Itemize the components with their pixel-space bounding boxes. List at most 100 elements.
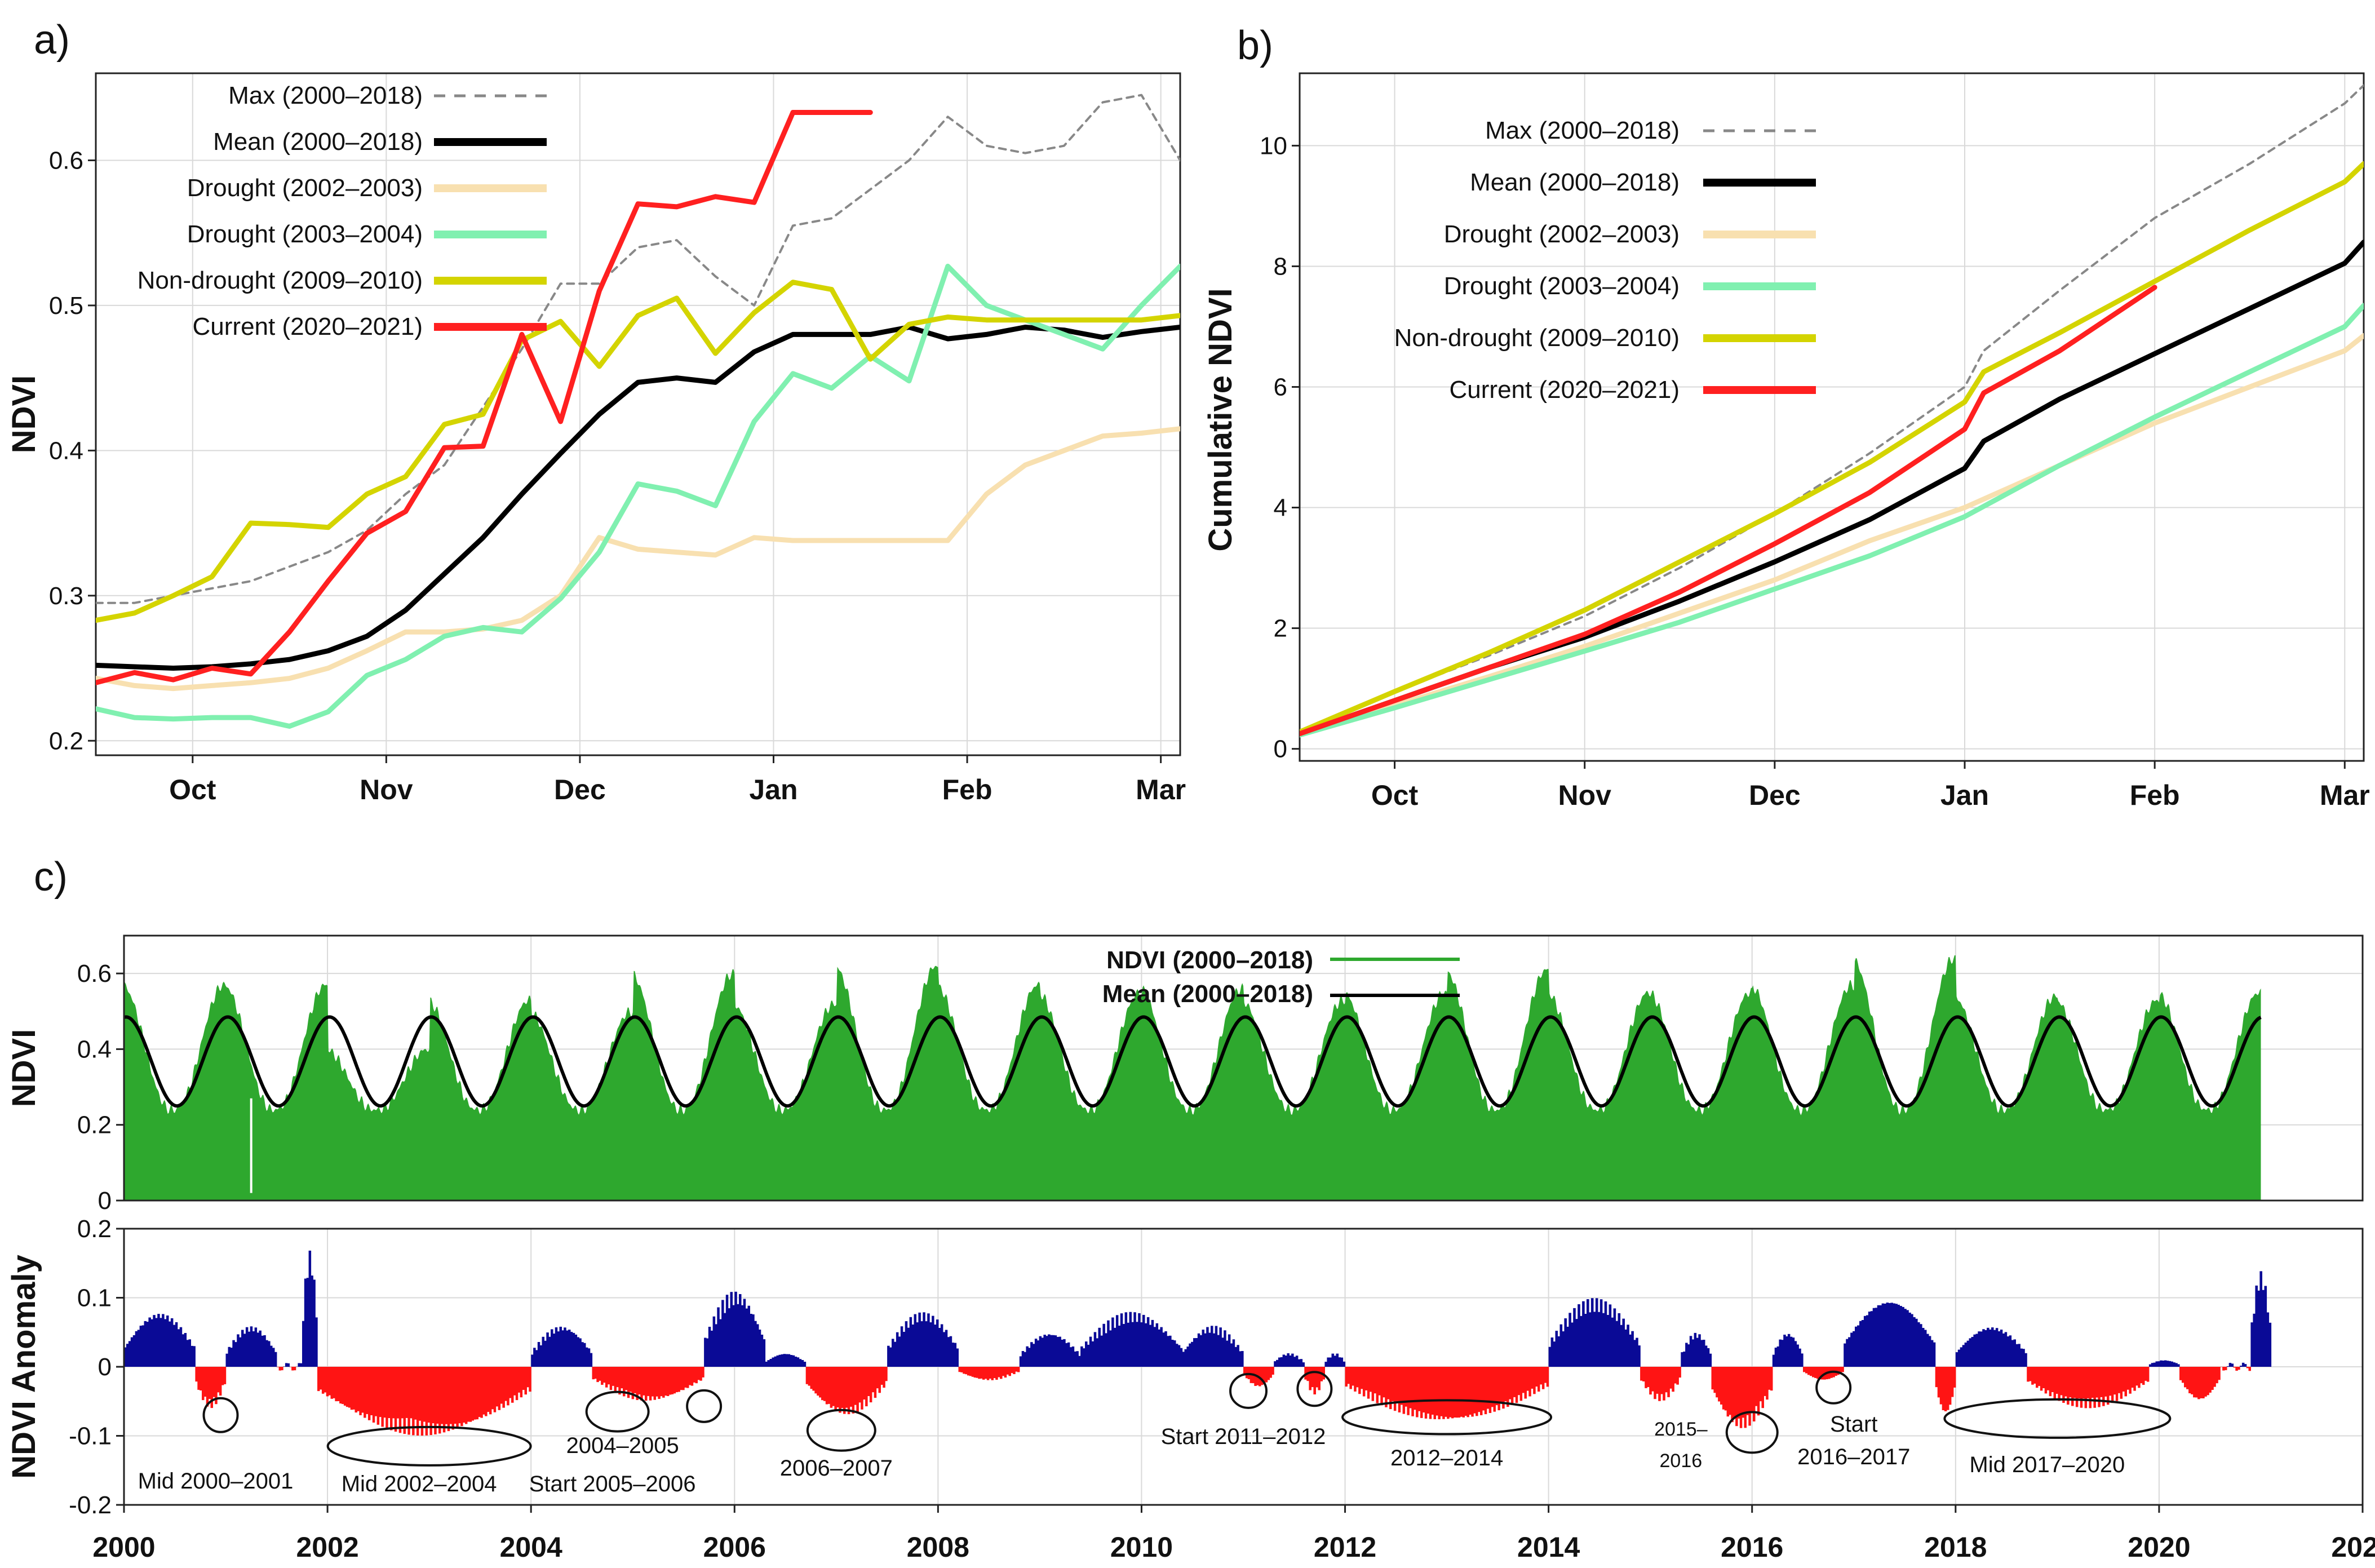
anomaly-bar	[542, 1336, 544, 1367]
anomaly-bar	[2124, 1367, 2127, 1397]
anomaly-bar	[381, 1367, 384, 1427]
anomaly-bar	[148, 1317, 151, 1367]
anomaly-bar	[1886, 1303, 1889, 1367]
anomaly-bar	[405, 1367, 408, 1418]
anomaly-bar	[579, 1338, 582, 1367]
anomaly-bar	[376, 1367, 380, 1425]
anomaly-bar	[2157, 1361, 2160, 1367]
anomaly-bar	[796, 1357, 800, 1367]
anomaly-bar	[1056, 1337, 1060, 1367]
anomaly-bar	[1289, 1355, 1292, 1367]
anomaly-bar	[989, 1367, 992, 1379]
anomaly-bar	[200, 1367, 202, 1390]
anomaly-bar	[232, 1340, 235, 1367]
anomaly-bar	[621, 1367, 623, 1389]
anomaly-bar	[1504, 1367, 1507, 1402]
anomaly-bar	[737, 1304, 739, 1367]
legend-label: Drought (2003–2004)	[187, 220, 423, 248]
anomaly-bar	[2186, 1367, 2189, 1389]
anomaly-bar	[1707, 1348, 1710, 1367]
anomaly-bar	[690, 1367, 694, 1386]
anomaly-bar	[1604, 1301, 1607, 1367]
anomaly-bar	[1890, 1303, 1893, 1367]
anomaly-bar	[2102, 1367, 2105, 1406]
anomaly-bar	[1302, 1362, 1305, 1367]
anomaly-bar	[2117, 1367, 2121, 1393]
anomaly-bar	[1021, 1351, 1025, 1367]
anomaly-bar	[938, 1328, 941, 1367]
anomaly-bar	[141, 1325, 145, 1367]
anomaly-bar	[763, 1339, 766, 1367]
anomaly-bar	[1484, 1367, 1487, 1415]
anomaly-bar	[1509, 1367, 1512, 1399]
anomaly-bar	[203, 1367, 207, 1397]
anomaly-bar	[1083, 1348, 1085, 1367]
anomaly-bar	[524, 1367, 527, 1395]
anomaly-bar	[1186, 1346, 1189, 1367]
anomaly-bar	[1550, 1337, 1554, 1367]
anomaly-bar	[128, 1341, 131, 1367]
anomaly-bar	[374, 1367, 378, 1416]
anomaly-bar	[429, 1367, 432, 1436]
anomaly-bar	[1975, 1334, 1978, 1367]
anomaly-bar	[2004, 1332, 2008, 1367]
anomaly-bar	[2051, 1367, 2054, 1392]
anomaly-bar	[252, 1331, 255, 1367]
anomaly-bar	[423, 1367, 426, 1422]
anomaly-bar	[1796, 1344, 1799, 1367]
anomaly-bar	[1939, 1367, 1943, 1405]
anomaly-bar	[1309, 1367, 1311, 1390]
anomaly-bar	[1393, 1367, 1397, 1411]
anomaly-bar	[2086, 1367, 2090, 1398]
anomaly-bar	[568, 1330, 571, 1367]
anomaly-bar	[1197, 1333, 1200, 1367]
anomaly-bar	[1237, 1345, 1239, 1367]
anomaly-bar	[1445, 1367, 1447, 1417]
anomaly-bar	[355, 1367, 357, 1413]
anomaly-bar	[1917, 1322, 1920, 1367]
anomaly-bar	[1921, 1328, 1925, 1367]
anomaly-bar	[730, 1292, 733, 1367]
anomaly-bar	[2091, 1367, 2094, 1398]
anomaly-bar	[2084, 1367, 2088, 1408]
anomaly-bar	[1792, 1337, 1795, 1367]
anomaly-bar	[750, 1314, 752, 1367]
anomaly-bar	[302, 1321, 305, 1367]
anomaly-bar	[1779, 1339, 1782, 1367]
anomaly-bar	[308, 1250, 312, 1367]
series-line	[96, 110, 873, 685]
anomaly-bar	[2268, 1322, 2272, 1367]
anomaly-bar	[1195, 1338, 1198, 1367]
anomaly-bar	[867, 1367, 870, 1396]
anomaly-bar	[1284, 1356, 1287, 1367]
anomaly-bar	[172, 1325, 176, 1367]
x-tick-label: Nov	[360, 774, 413, 805]
anomaly-bar	[195, 1367, 198, 1382]
anomaly-bar	[942, 1332, 946, 1367]
anomaly-bar	[2053, 1367, 2056, 1399]
anomaly-bar	[1224, 1330, 1226, 1367]
anomaly-bar	[1206, 1327, 1209, 1367]
anomaly-bar	[1759, 1367, 1762, 1402]
anomaly-bar	[239, 1337, 242, 1367]
anomaly-bar	[1683, 1352, 1686, 1367]
anomaly-bar	[1300, 1359, 1303, 1367]
anomaly-bar	[476, 1367, 478, 1420]
anomaly-bar	[515, 1367, 519, 1401]
y-tick-label: 0.4	[49, 437, 83, 464]
anomaly-bar	[1722, 1367, 1725, 1410]
anomaly-bar	[1426, 1367, 1430, 1414]
annotation-label: Mid 2000–2001	[138, 1469, 294, 1494]
anomaly-bar	[2226, 1366, 2230, 1367]
anomaly-bar	[1606, 1315, 1610, 1367]
anomaly-bar	[1063, 1339, 1066, 1367]
anomaly-bar	[2206, 1367, 2209, 1396]
anomaly-bar	[485, 1367, 488, 1416]
anomaly-bar	[442, 1367, 446, 1433]
anomaly-bar	[794, 1357, 797, 1367]
anomaly-bar	[1848, 1337, 1851, 1367]
x-tick-label: 2018	[1924, 1531, 1987, 1563]
anomaly-bar	[215, 1367, 218, 1405]
anomaly-bar	[1438, 1367, 1441, 1420]
anomaly-bar	[1807, 1367, 1810, 1375]
